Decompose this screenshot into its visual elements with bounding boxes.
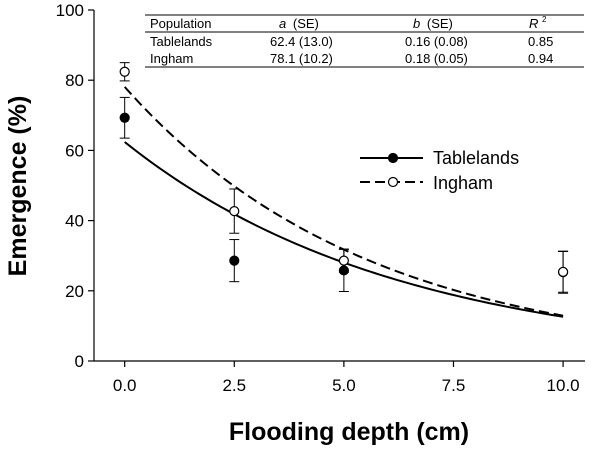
table-header-a: a (SE) (279, 16, 319, 31)
table-cell-b: 0.16 (0.08) (405, 34, 468, 49)
y-tick-label: 60 (65, 141, 84, 160)
data-point-ingham (119, 66, 130, 77)
x-tick-label: 10.0 (547, 376, 580, 395)
legend-marker-ingham (387, 176, 399, 188)
fit-table: Population a (SE) b (SE) R 2 Tablelands … (145, 14, 584, 68)
data-point-tablelands (119, 112, 130, 123)
x-tick-label: 5.0 (332, 376, 356, 395)
y-tick-label: 20 (65, 282, 84, 301)
y-tick-label: 0 (75, 352, 84, 371)
table-cell-population: Ingham (150, 51, 193, 66)
legend: Tablelands Ingham (360, 148, 519, 193)
x-tick-label: 0.0 (113, 376, 137, 395)
table-header-b: b (SE) (413, 16, 453, 31)
table-cell-b: 0.18 (0.05) (405, 51, 468, 66)
plot-area: 0 20 40 60 80 100 0.0 2.5 5.0 7.5 10.0 (56, 1, 585, 395)
x-tick-label: 7.5 (442, 376, 466, 395)
x-axis-title: Flooding depth (cm) (229, 418, 469, 446)
table-cell-population: Tablelands (150, 34, 213, 49)
data-point-tablelands (229, 255, 240, 266)
y-axis-title: Emergence (%) (4, 96, 32, 277)
y-tick-label: 100 (56, 1, 84, 20)
table-header-r2: R 2 (529, 15, 547, 31)
data-point-ingham (229, 206, 240, 217)
y-tick-label: 80 (65, 71, 84, 90)
y-tick-label: 40 (65, 212, 84, 231)
table-cell-r2: 0.94 (528, 51, 553, 66)
data-point-ingham (338, 255, 349, 266)
data-point-ingham (557, 266, 569, 277)
table-cell-a: 78.1 (10.2) (270, 51, 333, 66)
table-header-population: Population (150, 16, 211, 31)
table-cell-r2: 0.85 (528, 34, 553, 49)
legend-label-ingham: Ingham (433, 173, 493, 193)
table-cell-a: 62.4 (13.0) (270, 34, 333, 49)
legend-marker-tablelands (387, 152, 399, 164)
x-tick-label: 2.5 (222, 376, 246, 395)
legend-label-tablelands: Tablelands (433, 148, 519, 168)
